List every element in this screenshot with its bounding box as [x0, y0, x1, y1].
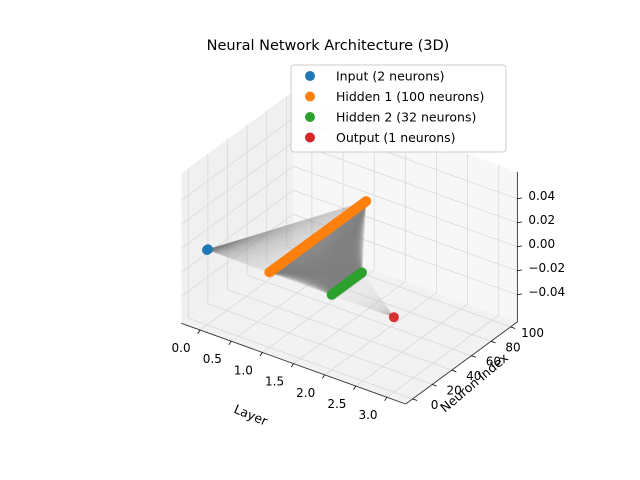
neuron-point	[361, 196, 372, 207]
legend-label: Input (2 neurons)	[336, 69, 445, 84]
grid-line-z-side	[181, 165, 294, 249]
legend-label: Output (1 neurons)	[336, 130, 456, 145]
y-tick-label: 0	[431, 398, 439, 412]
grid-line-x-floor	[293, 281, 406, 364]
legend-label: Hidden 2 (32 neurons)	[336, 110, 476, 125]
grid-line-z-back	[293, 189, 518, 272]
x-tick	[384, 396, 388, 402]
connection-mesh	[206, 200, 395, 318]
z-tick	[517, 293, 522, 296]
grid-line-x-floor	[199, 247, 313, 331]
connections-layer-2-to-3	[331, 272, 395, 318]
x-tick	[353, 385, 357, 390]
z-tick	[517, 269, 522, 272]
grid-line-z-side	[181, 213, 294, 297]
grid-line-y-floor	[286, 245, 511, 328]
legend-box	[290, 64, 507, 153]
x-tick	[290, 363, 294, 368]
grid-lines	[181, 96, 518, 400]
x-tick	[259, 352, 263, 357]
grid-line-x-floor	[262, 270, 375, 353]
grid-line-y-floor	[266, 260, 492, 342]
legend: Input (2 neurons) Hidden 1 (100 neurons) H…	[290, 64, 507, 153]
y-tick	[490, 340, 496, 344]
grid-line-x-floor	[324, 292, 437, 376]
series-3	[388, 312, 399, 323]
axis-ticks	[197, 197, 522, 402]
x-tick	[228, 340, 232, 346]
y-tick-label: 100	[521, 326, 544, 340]
connections-layer-1-to-2	[269, 200, 367, 296]
neuron-point	[357, 267, 367, 278]
x-tick	[321, 374, 326, 379]
legend-marker	[305, 132, 315, 143]
y-tick-label: 40	[466, 369, 481, 383]
legend-marker	[305, 71, 315, 81]
grid-line-y-floor	[227, 289, 452, 371]
x-tick-label: 3.0	[358, 408, 377, 422]
grid-line-y-floor	[188, 317, 413, 400]
z-tick-label: 0.04	[528, 189, 555, 203]
series-0	[202, 244, 213, 255]
y-tick	[510, 326, 516, 329]
grid-line-z-side	[181, 117, 294, 201]
grid-line-x-floor	[355, 303, 468, 387]
x-tick-label: 2.5	[327, 397, 346, 411]
z-tick-label: 0.00	[528, 237, 555, 251]
chart-title: Neural Network Architecture (3D)	[207, 38, 450, 54]
y-tick	[471, 355, 477, 358]
x-tick-label: 1.0	[234, 363, 253, 377]
x-tick-label: 0.5	[203, 352, 222, 366]
z-tick	[517, 221, 522, 224]
neuron-point	[388, 312, 399, 323]
grid-line-y-floor	[207, 303, 433, 385]
z-tick-label: −0.02	[528, 261, 565, 275]
y-tick-label: 60	[486, 355, 501, 369]
z-tick-label: −0.04	[528, 285, 565, 299]
x-tick-label: 0.0	[172, 341, 191, 355]
z-tick	[517, 245, 522, 248]
x-tick-label: 2.0	[296, 386, 315, 400]
grid-line-x-floor	[386, 314, 500, 398]
grid-line-y-floor	[246, 274, 472, 357]
y-tick-label: 20	[447, 384, 462, 398]
x-tick-label: 1.5	[265, 375, 284, 389]
series-1	[264, 196, 372, 278]
y-tick-label: 80	[505, 340, 520, 354]
legend-label: Hidden 1 (100 neurons)	[336, 89, 484, 104]
y-tick	[451, 369, 457, 373]
connections-layer-0-to-1	[206, 200, 367, 273]
legend-marker	[305, 91, 315, 102]
neuron-points	[202, 196, 399, 323]
grid-line-z-back	[293, 141, 518, 224]
z-tick	[517, 197, 522, 200]
y-tick	[432, 384, 437, 387]
legend-marker	[305, 112, 315, 122]
x-tick	[197, 329, 201, 334]
grid-line-z-side	[181, 189, 294, 273]
series-2	[326, 267, 367, 300]
grid-line-x-floor	[231, 258, 344, 342]
grid-line-z-back	[293, 165, 518, 248]
neuron-point	[203, 244, 213, 255]
y-tick	[412, 398, 418, 401]
z-tick-label: 0.02	[528, 213, 555, 227]
y-axis-line	[405, 321, 518, 405]
grid-line-z-side	[181, 141, 294, 225]
